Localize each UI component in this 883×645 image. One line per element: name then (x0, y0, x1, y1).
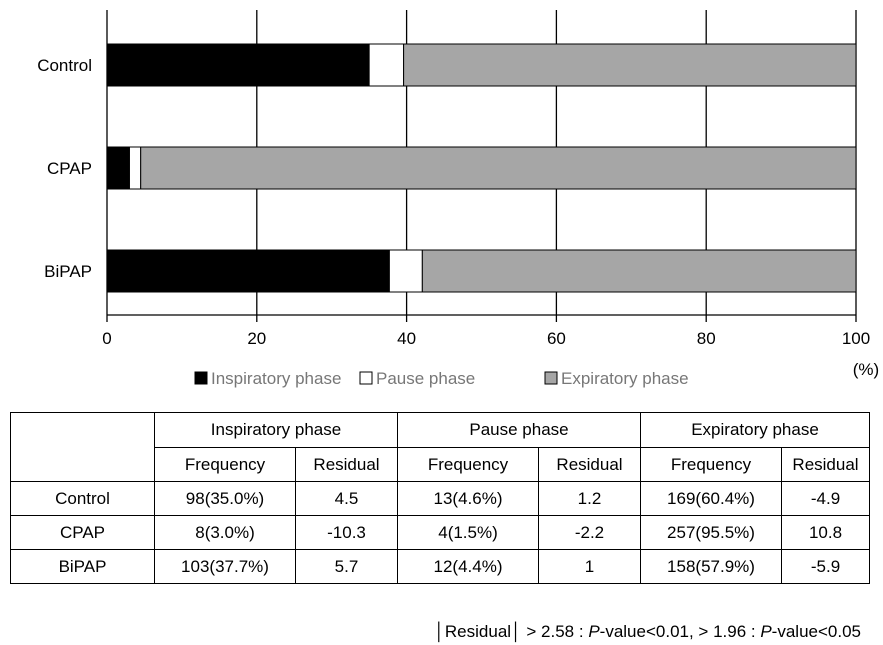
x-tick-label: 100 (842, 329, 870, 348)
legend-label: Pause phase (376, 369, 475, 388)
group-header: Pause phase (397, 412, 641, 448)
subheader-cell: Frequency (640, 447, 782, 482)
group-header: Expiratory phase (639, 412, 871, 448)
table-cell: 8(3.0%) (154, 515, 296, 550)
bar-expiratory-phase (403, 43, 857, 87)
bar-inspiratory-phase (106, 146, 130, 190)
category-label: CPAP (47, 159, 92, 178)
bar-inspiratory-phase (106, 249, 390, 293)
x-unit-label: (%) (853, 360, 879, 379)
legend-swatch (359, 371, 373, 385)
statistics-table: Inspiratory phase Pause phase Expiratory… (10, 412, 871, 584)
table-cell: 10.8 (780, 515, 871, 550)
table-cell: 12(4.4%) (397, 549, 539, 584)
subheader-cell: Residual (295, 447, 398, 482)
legend-label: Inspiratory phase (211, 369, 341, 388)
subheader-cell: Frequency (154, 447, 296, 482)
subheader-cell: Residual (780, 447, 871, 482)
table-cell: -5.9 (780, 549, 871, 584)
bar-pause-phase (368, 43, 405, 87)
table-cell: 1.2 (538, 481, 641, 516)
table-cell: 1 (538, 549, 641, 584)
subheader-cell: Residual (538, 447, 641, 482)
bar-expiratory-phase (421, 249, 857, 293)
table-cell: 103(37.7%) (154, 549, 296, 584)
stacked-bar-chart: 0 20 40 60 80 100 (%) Control CPAP BiPAP Inspirato… (37, 10, 879, 388)
row-label: BiPAP (10, 549, 155, 584)
x-tick-label: 60 (547, 329, 566, 348)
table-cell: -2.2 (538, 515, 641, 550)
table-group-header-row: Inspiratory phase Pause phase Expiratory… (10, 412, 871, 482)
bar-expiratory-phase (140, 146, 857, 190)
table-cell: 169(60.4%) (640, 481, 782, 516)
x-tick-label: 80 (697, 329, 716, 348)
table-row: Control 98(35.0%) 4.5 13(4.6%) 1.2 169(6… (10, 481, 871, 516)
table-cell: 4.5 (295, 481, 398, 516)
table-cell: -4.9 (780, 481, 871, 516)
legend-swatch (544, 371, 558, 385)
category-label: BiPAP (44, 262, 92, 281)
row-label: CPAP (10, 515, 155, 550)
table-cell: -10.3 (295, 515, 398, 550)
bar-inspiratory-phase (106, 43, 370, 87)
x-tick-label: 40 (397, 329, 416, 348)
table-cell: 158(57.9%) (640, 549, 782, 584)
table-row: CPAP 8(3.0%) -10.3 4(1.5%) -2.2 257(95.5… (10, 515, 871, 550)
table-cell: 5.7 (295, 549, 398, 584)
table-cell: 98(35.0%) (154, 481, 296, 516)
group-header: Inspiratory phase (154, 412, 398, 448)
legend-label: Expiratory phase (561, 369, 689, 388)
category-label: Control (37, 56, 92, 75)
table-cell: 4(1.5%) (397, 515, 539, 550)
table-cell: 257(95.5%) (640, 515, 782, 550)
bar-pause-phase (128, 146, 142, 190)
subheader-cell: Frequency (397, 447, 539, 482)
x-tick-label: 20 (247, 329, 266, 348)
table-row: BiPAP 103(37.7%) 5.7 12(4.4%) 1 158(57.9… (10, 549, 871, 584)
legend-swatch (194, 371, 208, 385)
significance-footnote: │Residual│ > 2.58 : P-value<0.01, > 1.96… (434, 622, 861, 641)
bar-pause-phase (388, 249, 423, 293)
x-tick-label: 0 (102, 329, 111, 348)
table-corner-cell (10, 412, 155, 482)
table-cell: 13(4.6%) (397, 481, 539, 516)
row-label: Control (10, 481, 155, 516)
